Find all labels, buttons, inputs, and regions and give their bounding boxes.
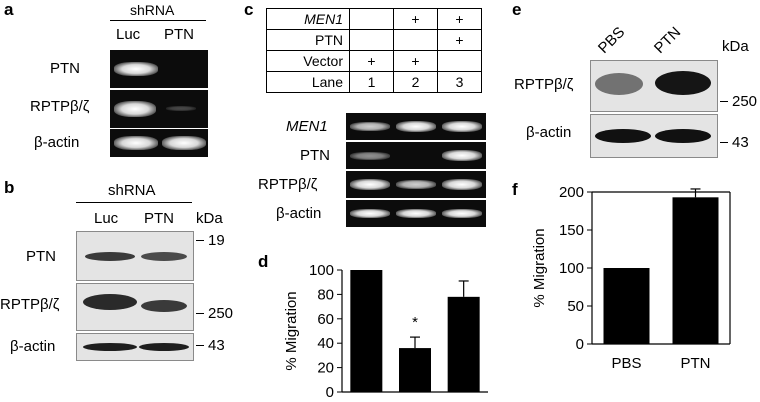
panel-c-table-label: MEN1 [266,8,350,30]
panel-a-row-actin: β-actin [34,134,80,151]
panel-e-row-actin: β-actin [526,124,572,141]
panel-c-row-actin: β-actin [276,205,322,222]
panel-f-y-tick-label: 150 [559,222,584,239]
panel-d-bar [399,348,431,392]
panel-f-label: f [512,180,518,199]
panel-d-y-tick-label: 100 [309,262,334,279]
panel-b-marker-250: 250 [208,305,234,322]
panel-b-label: b [4,178,15,197]
panel-c-table-row-vector: Vector + + [266,50,482,72]
panel-d-chart: 0 20 40 60 80 100 * % Migration [283,262,488,400]
panel-a-header-rule [110,20,206,21]
panel-e-marker-tick-43 [720,142,728,143]
panel-f-y-tick-label: 50 [567,298,584,315]
panel-a-lane-ptn: PTN [164,26,194,43]
panel-c-table-row-lane: Lane 1 2 3 [266,71,482,93]
panel-d-bar [447,296,480,392]
panel-c-label: c [244,0,254,19]
panel-a-row-ptn: PTN [50,60,80,77]
panel-d-y-tick-label: 80 [317,286,334,303]
panel-c-table-row-ptn: PTN + [266,29,482,51]
panel-f-bar [672,197,719,344]
panel-e-label: e [512,0,522,19]
panel-c-table-cell: + [437,8,482,30]
panel-c-table-cell: + [349,50,394,72]
panel-f-y-tick-label: 200 [559,184,584,201]
panel-b-kda-unit: kDa [196,210,223,227]
panel-b-blot-actin [76,333,194,361]
panel-d-bar [350,270,383,392]
panel-e-row-rptp: RPTPβ/ζ [514,76,574,93]
panel-c-table-cell [349,29,394,51]
panel-f-category-label: PTN [681,355,711,372]
panel-e-lane-pbs: PBS [594,23,629,57]
panel-f-y-tick-label: 100 [559,260,584,277]
panel-e-blot-actin [590,114,718,158]
panel-c-row-rptp: RPTPβ/ζ [258,176,318,193]
panel-c-table-cell: 3 [437,71,482,93]
panel-b-marker-tick-19 [196,240,204,241]
panel-b-row-actin: β-actin [10,338,56,355]
panel-f-bar [603,268,650,344]
panel-f-category-label: PBS [611,355,641,372]
panel-a-header: shRNA [130,2,175,18]
panel-c-table-cell: + [393,50,438,72]
panel-d-y-tick-label: 40 [317,335,334,352]
panel-b-header: shRNA [108,182,156,199]
panel-f-y-tick-label: 0 [576,336,584,353]
panel-b-lane-luc: Luc [94,210,119,227]
panel-b-marker-19: 19 [208,232,225,249]
panel-c-table-row-men1: MEN1 + + [266,8,482,30]
panel-c-table-cell: 1 [349,71,394,93]
panel-b-blot-rptp [76,283,194,331]
panel-d-significance-mark: * [412,314,418,331]
panel-c-row-men1: MEN1 [286,118,328,135]
panel-c-table-cell [349,8,394,30]
panel-b-lane-ptn: PTN [144,210,174,227]
panel-d-y-tick-label: 20 [317,360,334,377]
panel-b-marker-tick-250 [196,313,204,314]
panel-b-row-rptp: RPTPβ/ζ [0,296,60,313]
panel-a-label: a [4,0,14,19]
panel-c-gel-ptn [346,142,486,169]
panel-a-gel-ptn [110,50,208,88]
panel-f-chart: 0 50 100 150 200 PBS PTN % Migration [531,184,731,372]
panel-c-table-label: PTN [266,29,350,51]
panel-e-marker-tick-250 [720,101,728,102]
panel-c-table-label: Lane [266,71,350,93]
panel-c-gel-actin [346,200,486,227]
panel-e-marker-250: 250 [732,93,758,110]
panel-b-row-ptn: PTN [26,248,56,265]
panel-e-blot-rptp [590,60,718,112]
panel-e-kda-unit: kDa [722,38,749,55]
panel-e-marker-43: 43 [732,134,749,151]
panel-b-blot-ptn [76,231,194,281]
panel-c-table-cell: + [437,29,482,51]
panel-c-table-label: Vector [266,50,350,72]
panel-f-y-axis-label: % Migration [531,228,548,307]
panel-a-gel-actin [110,129,208,157]
panel-c-condition-table: MEN1 + + PTN + Vector + + Lane 1 2 3 [266,8,482,93]
panel-c-gel-men1 [346,113,486,140]
panel-c-table-cell: + [393,8,438,30]
panel-a-lane-luc: Luc [116,26,141,43]
panel-d-y-tick-label: 0 [326,384,334,400]
panel-b-marker-43: 43 [208,337,225,354]
panel-c-table-cell: 2 [393,71,438,93]
panel-b-marker-tick-43 [196,345,204,346]
panel-c-table-cell [437,50,482,72]
panel-a-gel-rptp [110,90,208,128]
panel-a-row-rptp: RPTPβ/ζ [30,98,90,115]
panel-d-label: d [258,252,269,271]
panel-b-header-rule [76,202,192,203]
panel-e-lane-ptn: PTN [650,23,685,57]
panel-c-gel-rptp [346,171,486,198]
panel-d-y-axis-label: % Migration [283,291,300,370]
panel-c-row-ptn: PTN [300,147,330,164]
panel-c-table-cell [393,29,438,51]
panel-d-y-tick-label: 60 [317,311,334,328]
